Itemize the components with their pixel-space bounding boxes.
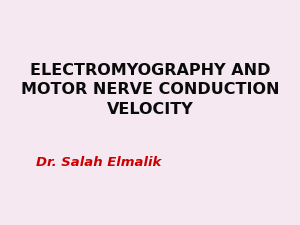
Text: Dr. Salah Elmalik: Dr. Salah Elmalik (36, 155, 161, 169)
Text: ELECTROMYOGRAPHY AND
MOTOR NERVE CONDUCTION
VELOCITY: ELECTROMYOGRAPHY AND MOTOR NERVE CONDUCT… (21, 63, 279, 117)
